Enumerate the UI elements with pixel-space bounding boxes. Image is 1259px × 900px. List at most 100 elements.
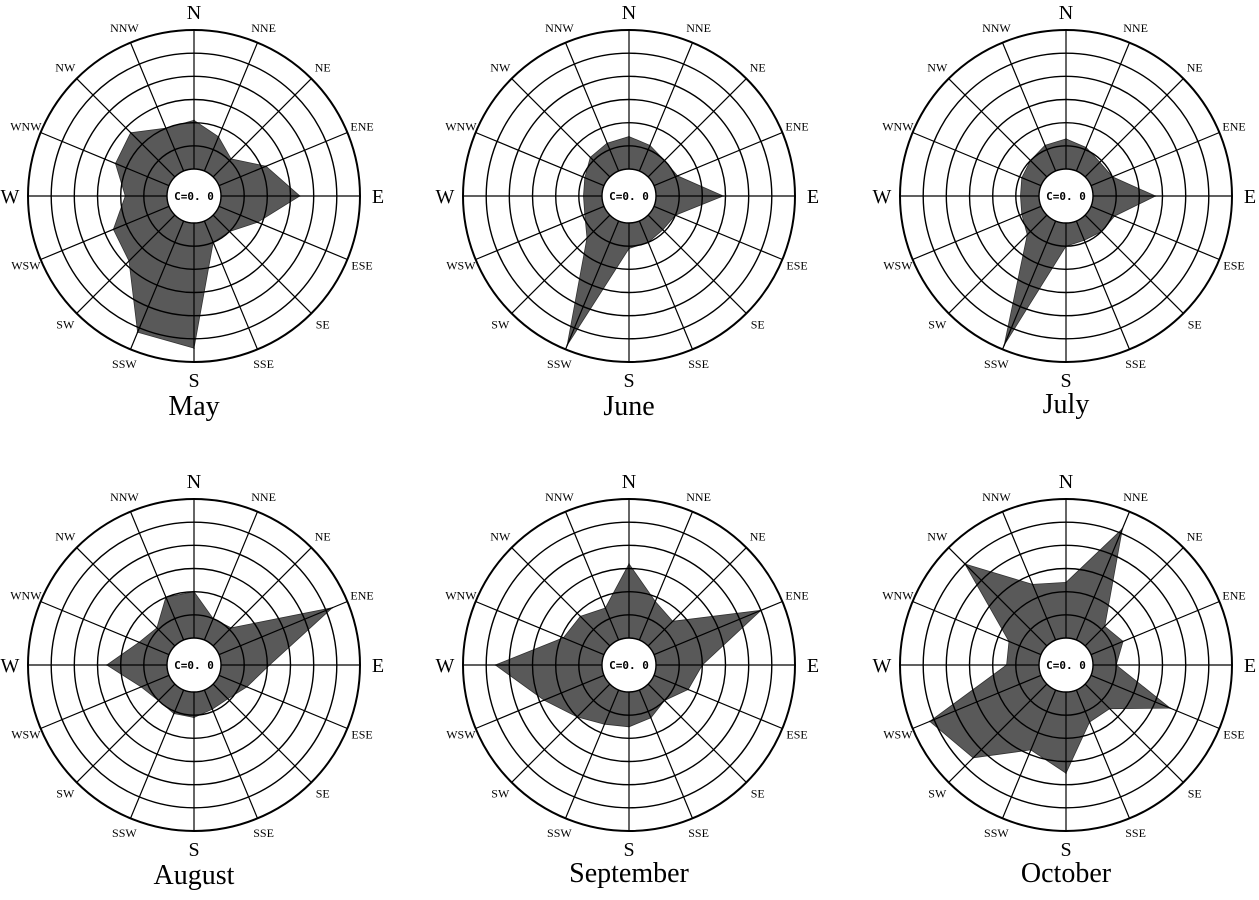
calm-hub	[166, 168, 222, 224]
wind-rose-3: C=0. 0 N NNE NE ENE E ESE SE SSE S SSW SW WSW W WNW NW N…	[1, 471, 385, 891]
direction-label-wnw: WNW	[445, 588, 477, 602]
direction-label-nw: NW	[55, 529, 76, 543]
spoke-wnw	[912, 131, 1042, 187]
calm-label: C=0. 0	[1046, 190, 1086, 203]
spoke-wsw	[912, 205, 1042, 261]
rose-area	[112, 119, 301, 349]
spoke-se	[212, 683, 312, 783]
spoke-nw	[511, 547, 611, 647]
spoke-nnw	[564, 511, 620, 641]
direction-label-ssw: SSW	[984, 357, 1009, 371]
calm-hub	[1038, 168, 1094, 224]
direction-label-nne: NNE	[686, 490, 711, 504]
direction-label-s: S	[623, 370, 634, 392]
direction-label-ne: NE	[1187, 529, 1203, 543]
direction-label-wsw: WSW	[446, 728, 476, 742]
direction-label-ene: ENE	[350, 119, 373, 133]
spoke-nne	[638, 511, 694, 641]
direction-label-se: SE	[1188, 318, 1202, 332]
direction-label-w: W	[873, 186, 892, 208]
spoke-wnw	[475, 600, 605, 656]
direction-label-se: SE	[751, 787, 765, 801]
direction-label-nne: NNE	[686, 21, 711, 35]
spoke-sw	[511, 214, 611, 314]
direction-label-nne: NNE	[1123, 21, 1148, 35]
chart-title: October	[1021, 858, 1112, 889]
spoke-se	[647, 214, 747, 314]
spoke-se	[212, 214, 312, 314]
direction-label-sse: SSE	[688, 357, 709, 371]
spoke-wsw	[475, 674, 605, 730]
spoke-se	[1084, 683, 1184, 783]
spoke-sse	[203, 220, 259, 350]
spoke-ene	[1090, 131, 1220, 187]
direction-label-se: SE	[1188, 787, 1202, 801]
spoke-sse	[1075, 689, 1131, 819]
direction-label-n: N	[1059, 471, 1073, 493]
spoke-sw	[948, 214, 1048, 314]
spoke-wsw	[40, 205, 170, 261]
spoke-nne	[638, 42, 694, 172]
direction-label-e: E	[372, 655, 384, 677]
direction-label-w: W	[436, 655, 455, 677]
spoke-nnw	[1001, 511, 1057, 641]
direction-label-sse: SSE	[1125, 357, 1146, 371]
wind-rose-4: C=0. 0 N NNE NE ENE E ESE SE SSE S SSW SW WSW W WNW NW N…	[436, 471, 820, 889]
direction-label-e: E	[1244, 186, 1256, 208]
spoke-ssw	[129, 220, 185, 350]
spoke-sw	[76, 214, 176, 314]
calm-hub	[166, 637, 222, 693]
direction-label-ne: NE	[750, 529, 766, 543]
direction-label-ne: NE	[315, 529, 331, 543]
direction-label-ese: ESE	[351, 259, 372, 273]
chart-title: May	[168, 391, 219, 422]
direction-label-s: S	[1060, 839, 1071, 861]
direction-label-ssw: SSW	[112, 826, 137, 840]
spoke-nw	[511, 78, 611, 178]
spoke-ne	[212, 78, 312, 178]
spoke-nne	[1075, 511, 1131, 641]
direction-label-n: N	[187, 471, 201, 493]
direction-label-nnw: NNW	[110, 490, 139, 504]
wind-rose-1: C=0. 0 N NNE NE ENE E ESE SE SSE S SSW SW WSW W WNW NW N…	[436, 2, 820, 422]
direction-label-ese: ESE	[786, 728, 807, 742]
spoke-ese	[218, 205, 348, 261]
calm-hub	[601, 168, 657, 224]
direction-label-e: E	[807, 186, 819, 208]
spoke-nnw	[129, 42, 185, 172]
spoke-sse	[638, 689, 694, 819]
spoke-wnw	[40, 131, 170, 187]
direction-label-e: E	[807, 655, 819, 677]
direction-label-ese: ESE	[1223, 728, 1244, 742]
direction-label-s: S	[623, 839, 634, 861]
direction-label-nnw: NNW	[110, 21, 139, 35]
direction-label-se: SE	[316, 318, 330, 332]
direction-label-nw: NW	[927, 60, 948, 74]
rose-area	[566, 136, 725, 346]
spoke-ene	[653, 131, 783, 187]
direction-label-s: S	[188, 370, 199, 392]
direction-label-s: S	[188, 839, 199, 861]
spoke-ese	[653, 205, 783, 261]
direction-label-nnw: NNW	[545, 21, 574, 35]
rose-area	[1003, 138, 1157, 346]
direction-label-sw: SW	[56, 318, 75, 332]
direction-label-ssw: SSW	[112, 357, 137, 371]
direction-label-w: W	[1, 655, 20, 677]
calm-hub	[601, 637, 657, 693]
direction-label-sse: SSE	[1125, 826, 1146, 840]
direction-label-wnw: WNW	[882, 588, 914, 602]
spoke-nnw	[1001, 42, 1057, 172]
direction-label-ene: ENE	[350, 588, 373, 602]
direction-label-ne: NE	[750, 60, 766, 74]
direction-label-nnw: NNW	[545, 490, 574, 504]
calm-label: C=0. 0	[609, 659, 649, 672]
direction-label-ssw: SSW	[547, 357, 572, 371]
spoke-ssw	[1001, 220, 1057, 350]
direction-label-ene: ENE	[1222, 588, 1245, 602]
direction-label-ssw: SSW	[984, 826, 1009, 840]
spoke-wnw	[912, 600, 1042, 656]
direction-label-ne: NE	[315, 60, 331, 74]
chart-title: June	[603, 391, 654, 422]
direction-label-nw: NW	[490, 60, 511, 74]
